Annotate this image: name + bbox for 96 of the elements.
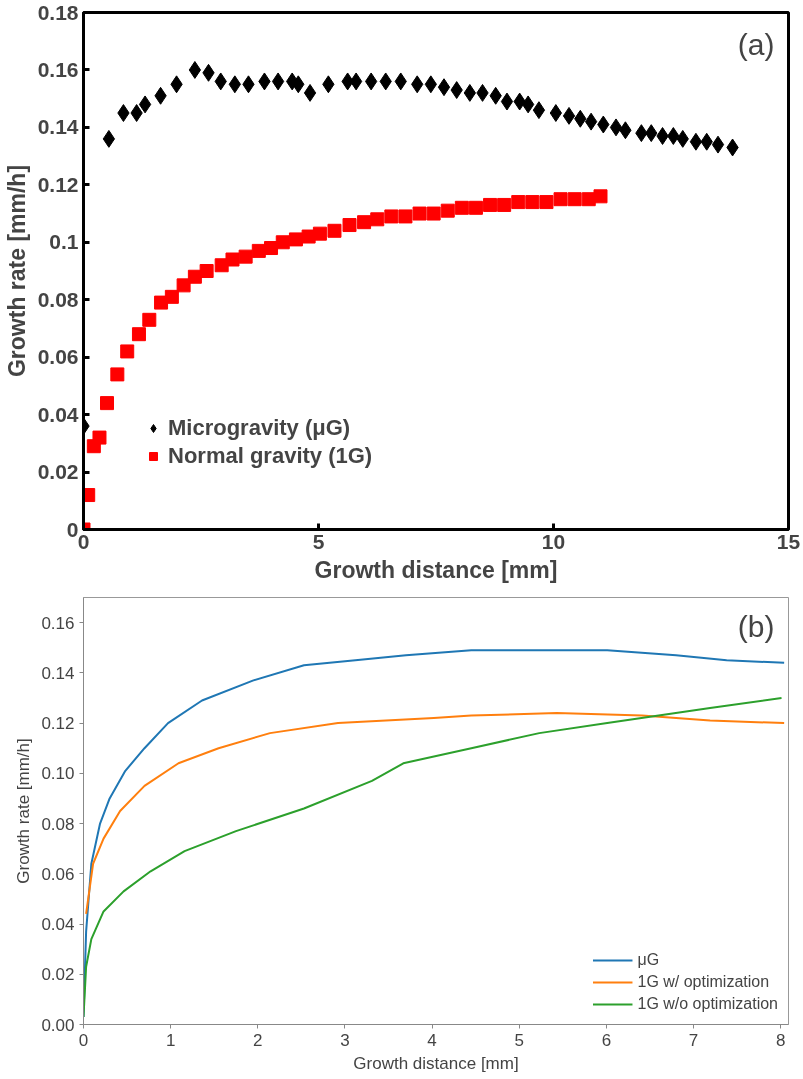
x-tick-label: 15 xyxy=(776,529,801,553)
point xyxy=(117,104,130,122)
point xyxy=(609,118,623,137)
point xyxy=(497,197,512,212)
point xyxy=(656,127,669,145)
point xyxy=(271,72,285,91)
x-tick-label: 10 xyxy=(541,529,566,553)
point xyxy=(275,235,290,250)
point xyxy=(384,209,399,224)
y-axis-title: Growth rate [mm/h] xyxy=(14,738,34,884)
point xyxy=(264,241,279,256)
y-tick-label: 0.14 xyxy=(41,663,75,683)
y-tick-label: 0.06 xyxy=(37,345,79,369)
legend-label: Normal gravity (1G) xyxy=(168,443,373,469)
y-axis-title: Growth rate [mm/h] xyxy=(3,164,30,378)
y-tick-label: 0.06 xyxy=(41,864,75,884)
point xyxy=(131,327,146,342)
point xyxy=(553,192,568,207)
point xyxy=(398,209,413,224)
x-tick-label: 8 xyxy=(775,1030,786,1050)
point xyxy=(454,200,469,215)
point xyxy=(584,112,598,131)
y-tick-label: 0.04 xyxy=(41,915,75,935)
point xyxy=(110,367,125,382)
y-tick-label: 0.10 xyxy=(41,764,75,784)
point xyxy=(567,192,582,207)
point xyxy=(288,232,303,247)
annotation: (b) xyxy=(737,610,775,644)
point xyxy=(142,312,157,327)
y-tick-label: 0.12 xyxy=(37,172,79,196)
point xyxy=(357,215,372,230)
point xyxy=(525,195,540,210)
legend-label: 1G w/o optimization xyxy=(637,995,778,1013)
point xyxy=(426,206,441,221)
point xyxy=(667,127,680,145)
point xyxy=(711,135,725,154)
y-tick-label: 0.08 xyxy=(41,814,75,834)
point xyxy=(188,60,202,79)
point xyxy=(92,430,107,445)
point xyxy=(342,218,357,233)
point xyxy=(437,78,451,97)
y-tick-label: 0.1 xyxy=(49,230,79,254)
y-tick-label: 0.02 xyxy=(41,965,75,985)
x-tick-label: 1 xyxy=(165,1030,176,1050)
point xyxy=(521,95,535,114)
point xyxy=(412,206,427,221)
y-tick-label: 0.16 xyxy=(37,57,79,81)
point xyxy=(327,223,342,238)
point xyxy=(349,72,363,91)
point xyxy=(312,226,327,241)
point xyxy=(593,189,608,204)
line-series xyxy=(85,712,786,915)
point xyxy=(370,212,385,227)
y-tick-label: 0.18 xyxy=(37,0,79,24)
x-tick-label: 2 xyxy=(253,1030,263,1050)
x-tick-label: 3 xyxy=(340,1030,350,1050)
y-tick-label: 0.04 xyxy=(37,402,79,426)
x-tick-label: 7 xyxy=(688,1030,699,1050)
point xyxy=(539,195,554,210)
point xyxy=(450,81,463,99)
point xyxy=(102,129,116,148)
point xyxy=(483,197,498,212)
x-tick-label: 6 xyxy=(601,1030,612,1050)
x-tick-label: 5 xyxy=(514,1030,524,1050)
point xyxy=(562,106,576,125)
point xyxy=(130,104,143,122)
y-tick-label: 0.14 xyxy=(37,115,79,139)
point xyxy=(100,396,114,411)
x-tick-label: 4 xyxy=(427,1030,437,1050)
point xyxy=(176,278,191,293)
point xyxy=(303,83,317,102)
point xyxy=(164,289,179,304)
point xyxy=(549,104,562,122)
x-axis-title: Growth distance [mm] xyxy=(353,1053,519,1073)
point xyxy=(440,203,455,218)
point xyxy=(689,132,703,151)
annotation: (a) xyxy=(737,28,775,62)
x-axis-title: Growth distance [mm] xyxy=(314,556,558,583)
legend-label: 1G w/ optimization xyxy=(637,973,770,991)
point xyxy=(199,264,214,278)
point xyxy=(468,200,483,215)
point xyxy=(238,249,253,264)
legend-label: Microgravity (μG) xyxy=(168,415,351,441)
y-tick-label: 0.00 xyxy=(41,1015,75,1035)
point xyxy=(532,101,546,120)
y-tick-label: 0.12 xyxy=(41,714,75,734)
point xyxy=(120,344,135,359)
x-tick-label: 5 xyxy=(312,529,325,553)
y-tick-label: 0.08 xyxy=(37,287,79,311)
y-tick-label: 0.16 xyxy=(41,613,75,633)
point xyxy=(511,195,526,210)
point xyxy=(138,95,152,114)
point xyxy=(225,252,240,267)
y-tick-label: 0.02 xyxy=(37,460,79,484)
legend-label: μG xyxy=(637,951,660,969)
point xyxy=(500,92,514,111)
